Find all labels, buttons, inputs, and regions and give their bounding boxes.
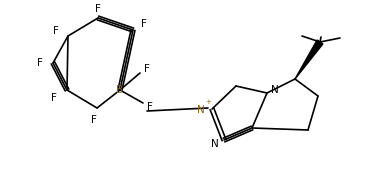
Text: N: N [271,85,279,95]
Text: F: F [144,64,150,74]
Text: F: F [91,115,97,125]
Text: F: F [141,19,147,29]
Polygon shape [295,40,323,79]
Text: F: F [53,26,59,36]
Text: +: + [205,99,211,105]
Text: F: F [51,93,57,103]
Text: F: F [95,4,101,14]
Text: N: N [197,105,205,115]
Text: F: F [147,102,153,112]
Text: F: F [37,58,43,68]
Text: N: N [211,139,219,149]
Text: B: B [116,85,124,95]
